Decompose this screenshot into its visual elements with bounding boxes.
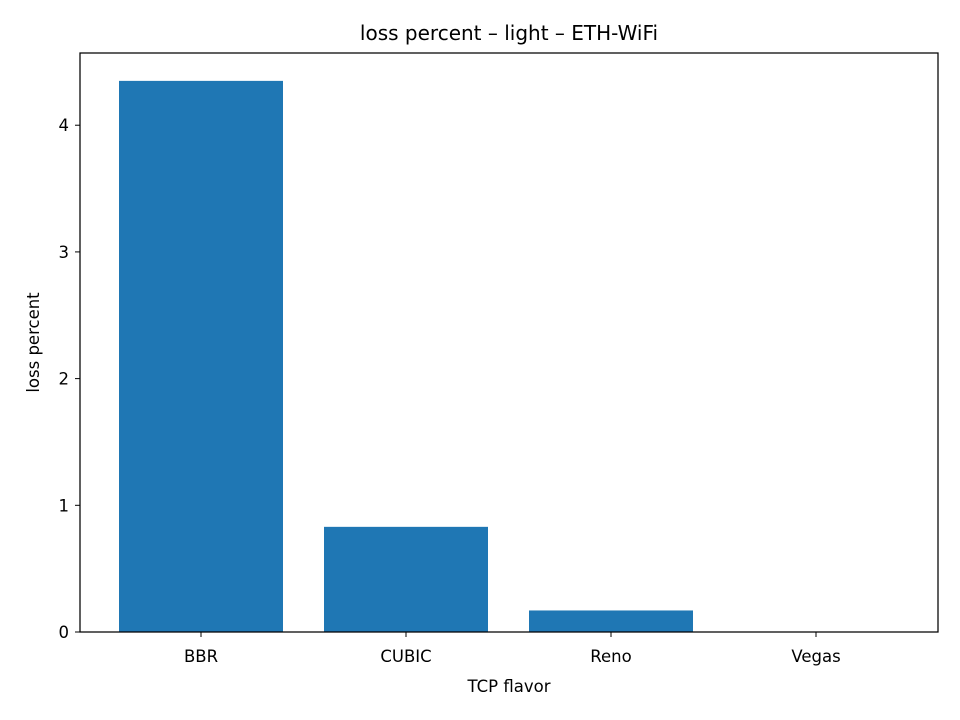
x-axis-label: TCP flavor [467,677,551,696]
bar-cubic [324,526,488,632]
x-tick-label: BBR [184,647,218,666]
y-axis-ticks: 0 1 2 3 4 [59,116,80,642]
x-tick-label: Vegas [791,647,840,666]
x-tick-label: Reno [590,647,631,666]
plot-area-frame [79,52,939,633]
y-axis-label: loss percent [24,292,43,393]
bar-reno [529,610,693,632]
y-tick-label: 3 [59,243,70,262]
x-axis-ticks: BBR CUBIC Reno Vegas [184,632,841,666]
x-tick-label: CUBIC [380,647,431,666]
y-tick-label: 1 [59,496,70,515]
y-tick-label: 4 [59,116,70,135]
bars-group [119,80,693,632]
y-tick-label: 0 [59,623,70,642]
chart-title: loss percent – light – ETH-WiFi [360,21,658,45]
y-tick-label: 2 [59,370,70,389]
bar-bbr [119,80,283,632]
